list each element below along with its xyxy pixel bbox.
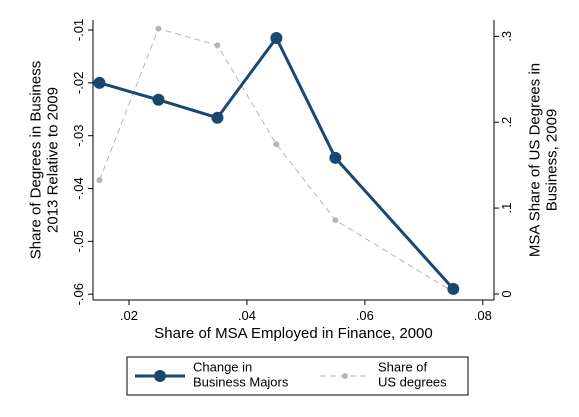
point xyxy=(447,282,460,295)
legend-label: Change in Business Majors xyxy=(193,360,289,390)
series-line xyxy=(99,35,455,290)
plot-area xyxy=(93,20,494,300)
legend-marker xyxy=(342,373,348,379)
point xyxy=(270,31,283,44)
y-tick-label: -.06 xyxy=(71,283,86,305)
x-tick-label: .02 xyxy=(120,308,138,323)
y2-tick-label: .2 xyxy=(499,117,514,128)
x-axis-label: Share of MSA Employed in Finance, 2000 xyxy=(154,325,433,342)
point xyxy=(332,217,339,224)
point xyxy=(211,111,224,124)
point xyxy=(96,177,103,184)
x-tick-label: .04 xyxy=(238,308,256,323)
y2-tick-label: .3 xyxy=(499,31,514,42)
y2-tick-label: .1 xyxy=(499,203,514,214)
legend-label: Share of US degrees xyxy=(378,360,447,390)
point xyxy=(273,141,280,148)
y-tick-label: -.01 xyxy=(71,19,86,41)
point xyxy=(329,151,342,164)
y-tick-label: -.05 xyxy=(71,230,86,252)
x-tick-label: .08 xyxy=(474,308,492,323)
x-tick-label: .06 xyxy=(356,308,374,323)
point xyxy=(93,76,106,89)
y2-tick-label: 0 xyxy=(499,290,514,297)
point xyxy=(214,42,221,49)
y-tick-label: -.03 xyxy=(71,124,86,146)
legend-marker xyxy=(154,370,166,382)
point xyxy=(155,25,162,32)
series-line xyxy=(99,27,454,293)
y-axis-label: Share of Degrees in Business2013 Relativ… xyxy=(27,61,61,259)
y2-axis-label: MSA Share of US Degrees inBusiness, 2009 xyxy=(526,63,560,257)
y-tick-label: -.04 xyxy=(71,177,86,199)
point xyxy=(152,93,165,106)
y-tick-label: -.02 xyxy=(71,72,86,94)
